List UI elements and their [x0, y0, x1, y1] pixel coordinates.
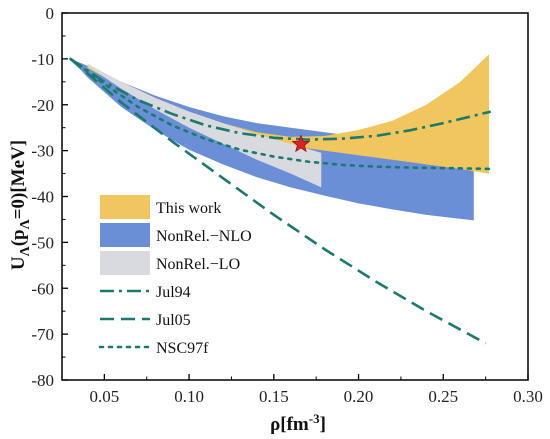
band-nonrel-lo — [87, 63, 322, 188]
axis-ticks: 0.05 0.10 0.15 0.20 0.25 0.30 0 -10 -20 -30 -40 -50… — [31, 4, 543, 406]
line-jul05 — [69, 57, 487, 345]
x-tick-label: 0.25 — [428, 387, 458, 406]
y-axis-title: UΛ(pΛ=0)[MeV] — [8, 140, 33, 270]
y-tick-label: -80 — [31, 371, 54, 390]
legend-label-jul05: Jul05 — [156, 312, 191, 329]
x-tick-label: 0.30 — [513, 387, 543, 406]
legend-label-this-work: This work — [156, 200, 221, 217]
star-marker — [291, 134, 311, 153]
plot-content — [69, 54, 496, 345]
y-tick-label: -70 — [31, 325, 54, 344]
legend-label-nonrel-lo: NonRel.−LO — [156, 256, 240, 273]
y-tick-label: -10 — [31, 50, 54, 69]
legend-swatch-this-work — [100, 195, 150, 219]
line-nsc97f — [69, 57, 496, 171]
plot-area — [69, 54, 496, 345]
band-this-work — [87, 54, 490, 174]
legend-swatch-nonrel-nlo — [100, 223, 150, 247]
x-tick-label: 0.05 — [89, 387, 119, 406]
y-tick-label: -30 — [31, 142, 54, 161]
y-tick-label: -40 — [31, 188, 54, 207]
x-tick-label: 0.15 — [259, 387, 289, 406]
legend-label-nonrel-nlo: NonRel.−NLO — [156, 228, 252, 245]
x-tick-label: 0.10 — [174, 387, 204, 406]
x-axis-title: ρ[fm-3] — [270, 411, 326, 435]
x-tick-label: 0.20 — [344, 387, 374, 406]
legend-swatch-nonrel-lo — [100, 251, 150, 275]
legend: This work NonRel.−NLO NonRel.−LO Jul94 Jul05… — [98, 195, 252, 357]
legend-label-nsc97f: NSC97f — [156, 340, 209, 357]
legend-label-jul94: Jul94 — [156, 284, 191, 301]
line-jul94 — [69, 57, 492, 141]
y-tick-label: -20 — [31, 96, 54, 115]
y-tick-label: -50 — [31, 233, 54, 252]
y-tick-label: 0 — [46, 4, 55, 23]
y-tick-label: -60 — [31, 279, 54, 298]
